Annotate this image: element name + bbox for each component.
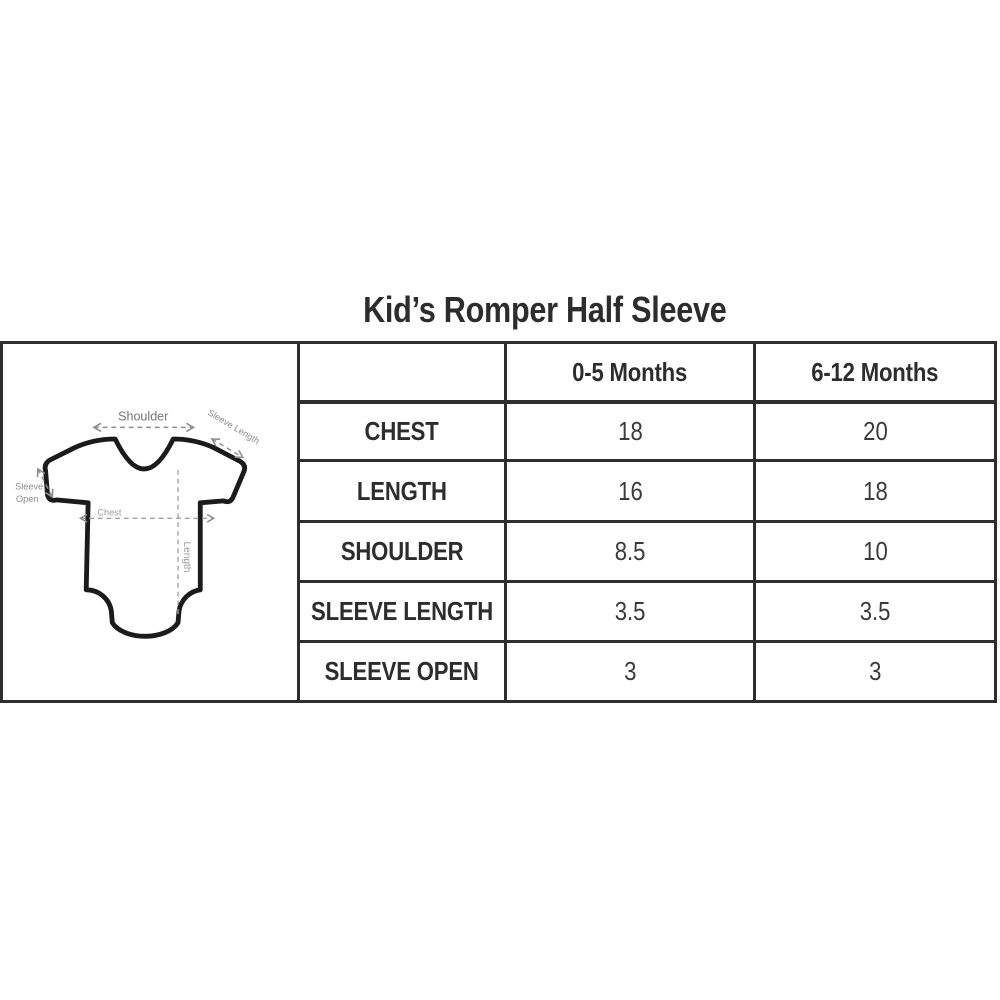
value-sleeve-length-0-5: 3.5: [504, 580, 753, 640]
value-chest-6-12: 20: [753, 400, 994, 459]
sleeve-open-measure-line: [36, 467, 54, 499]
size-chart-table: Shoulder Sleeve Length Sleeve Open Chest…: [0, 341, 997, 703]
value-sleeve-open-0-5: 3: [504, 640, 753, 700]
column-header-6-12-months: 6-12 Months: [753, 344, 994, 400]
header-empty-cell: [297, 344, 504, 400]
row-label-sleeve-open: SLEEVE OPEN: [297, 640, 504, 700]
diagram-label-length: Length: [181, 541, 192, 572]
diagram-label-sleeve-open-2: Open: [16, 494, 38, 504]
diagram-label-shoulder: Shoulder: [118, 410, 168, 424]
value-sleeve-open-6-12: 3: [753, 640, 994, 700]
row-label-shoulder: SHOULDER: [297, 520, 504, 580]
diagram-label-chest: Chest: [97, 507, 121, 517]
row-label-sleeve-length: SLEEVE LENGTH: [297, 580, 504, 640]
page-title: Kid’s Romper Half Sleeve: [363, 289, 727, 330]
romper-outline: [42, 436, 248, 639]
column-header-0-5-months: 0-5 Months: [504, 344, 753, 400]
value-shoulder-6-12: 10: [753, 520, 994, 580]
value-length-6-12: 18: [753, 459, 994, 520]
diagram-label-sleeve-open-1: Sleeve: [15, 481, 43, 491]
row-label-length: LENGTH: [297, 459, 504, 520]
romper-diagram-cell: Shoulder Sleeve Length Sleeve Open Chest…: [3, 344, 297, 700]
value-sleeve-length-6-12: 3.5: [753, 580, 994, 640]
row-label-chest: CHEST: [297, 400, 504, 459]
romper-measurement-diagram: Shoulder Sleeve Length Sleeve Open Chest…: [15, 407, 261, 639]
sleeve-length-measure-line: [210, 438, 245, 459]
value-length-0-5: 16: [504, 459, 753, 520]
value-chest-0-5: 18: [504, 400, 753, 459]
value-shoulder-0-5: 8.5: [504, 520, 753, 580]
